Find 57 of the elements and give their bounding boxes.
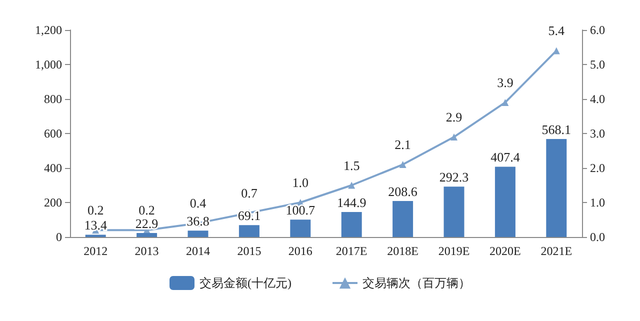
y-tick-label: 1,000 [35, 58, 62, 72]
y-tick-label: 1,200 [35, 23, 62, 37]
y-tick-label: 400 [44, 161, 62, 175]
data-label: 22.9 [135, 216, 158, 232]
bar [341, 212, 362, 237]
y2-tick-label: 5.0 [590, 58, 605, 72]
point [399, 161, 406, 168]
bar [188, 230, 208, 237]
point [450, 133, 458, 140]
y2-tick-label: 0.0 [590, 230, 605, 244]
data-label: 5.4 [548, 23, 566, 38]
y2-tick-label: 2.0 [590, 161, 605, 175]
x-tick-label: 2016 [288, 244, 312, 258]
x-tick-label: 2019E [438, 244, 470, 258]
bar [546, 139, 567, 237]
bar [392, 201, 414, 237]
bar [238, 225, 260, 237]
data-label: 0.7 [241, 185, 258, 200]
x-tick-label: 2014 [186, 244, 210, 258]
x-tick-label: 2017E [336, 244, 368, 258]
data-label: 208.6 [388, 184, 418, 200]
data-label: 2.9 [446, 109, 462, 124]
data-label: 2.1 [394, 137, 411, 152]
bar [444, 186, 464, 237]
point [348, 182, 356, 189]
x-tick-label: 2018E [387, 244, 418, 258]
bar [494, 166, 516, 237]
y2-tick-label: 3.0 [590, 126, 605, 140]
data-label: 0.2 [138, 202, 155, 218]
data-label: 144.9 [336, 195, 366, 210]
data-label: 1.5 [343, 158, 360, 173]
y2-tick-label: 4.0 [590, 92, 605, 106]
y-tick-label: 800 [44, 92, 62, 106]
data-label: 0.4 [190, 196, 207, 211]
data-label: 3.9 [497, 74, 514, 90]
data-label: 407.4 [490, 150, 520, 165]
y2-tick-label: 6.0 [590, 23, 605, 37]
y2-tick-label: 1.0 [590, 196, 605, 210]
data-label: 0.2 [87, 202, 104, 218]
y-tick-label: 600 [44, 126, 62, 140]
bar [136, 233, 158, 237]
data-label: 13.4 [84, 218, 108, 233]
data-label: 292.3 [439, 170, 469, 185]
data-label: 568.1 [542, 122, 572, 138]
x-tick-label: 2012 [84, 244, 108, 258]
bar [290, 220, 311, 237]
y-tick-label: 0 [56, 230, 62, 244]
legend-label: 交易辆次（百万辆） [362, 276, 470, 290]
x-tick-label: 2015 [237, 244, 262, 258]
point [502, 98, 509, 106]
data-label: 100.7 [286, 202, 316, 218]
legend-label: 交易金额(十亿元) [200, 276, 292, 290]
x-tick-label: 2013 [134, 244, 159, 258]
y-tick-label: 200 [44, 196, 62, 210]
x-tick-label: 2021E [540, 244, 572, 258]
data-label: 1.0 [292, 175, 309, 190]
x-tick-label: 2020E [490, 244, 521, 258]
